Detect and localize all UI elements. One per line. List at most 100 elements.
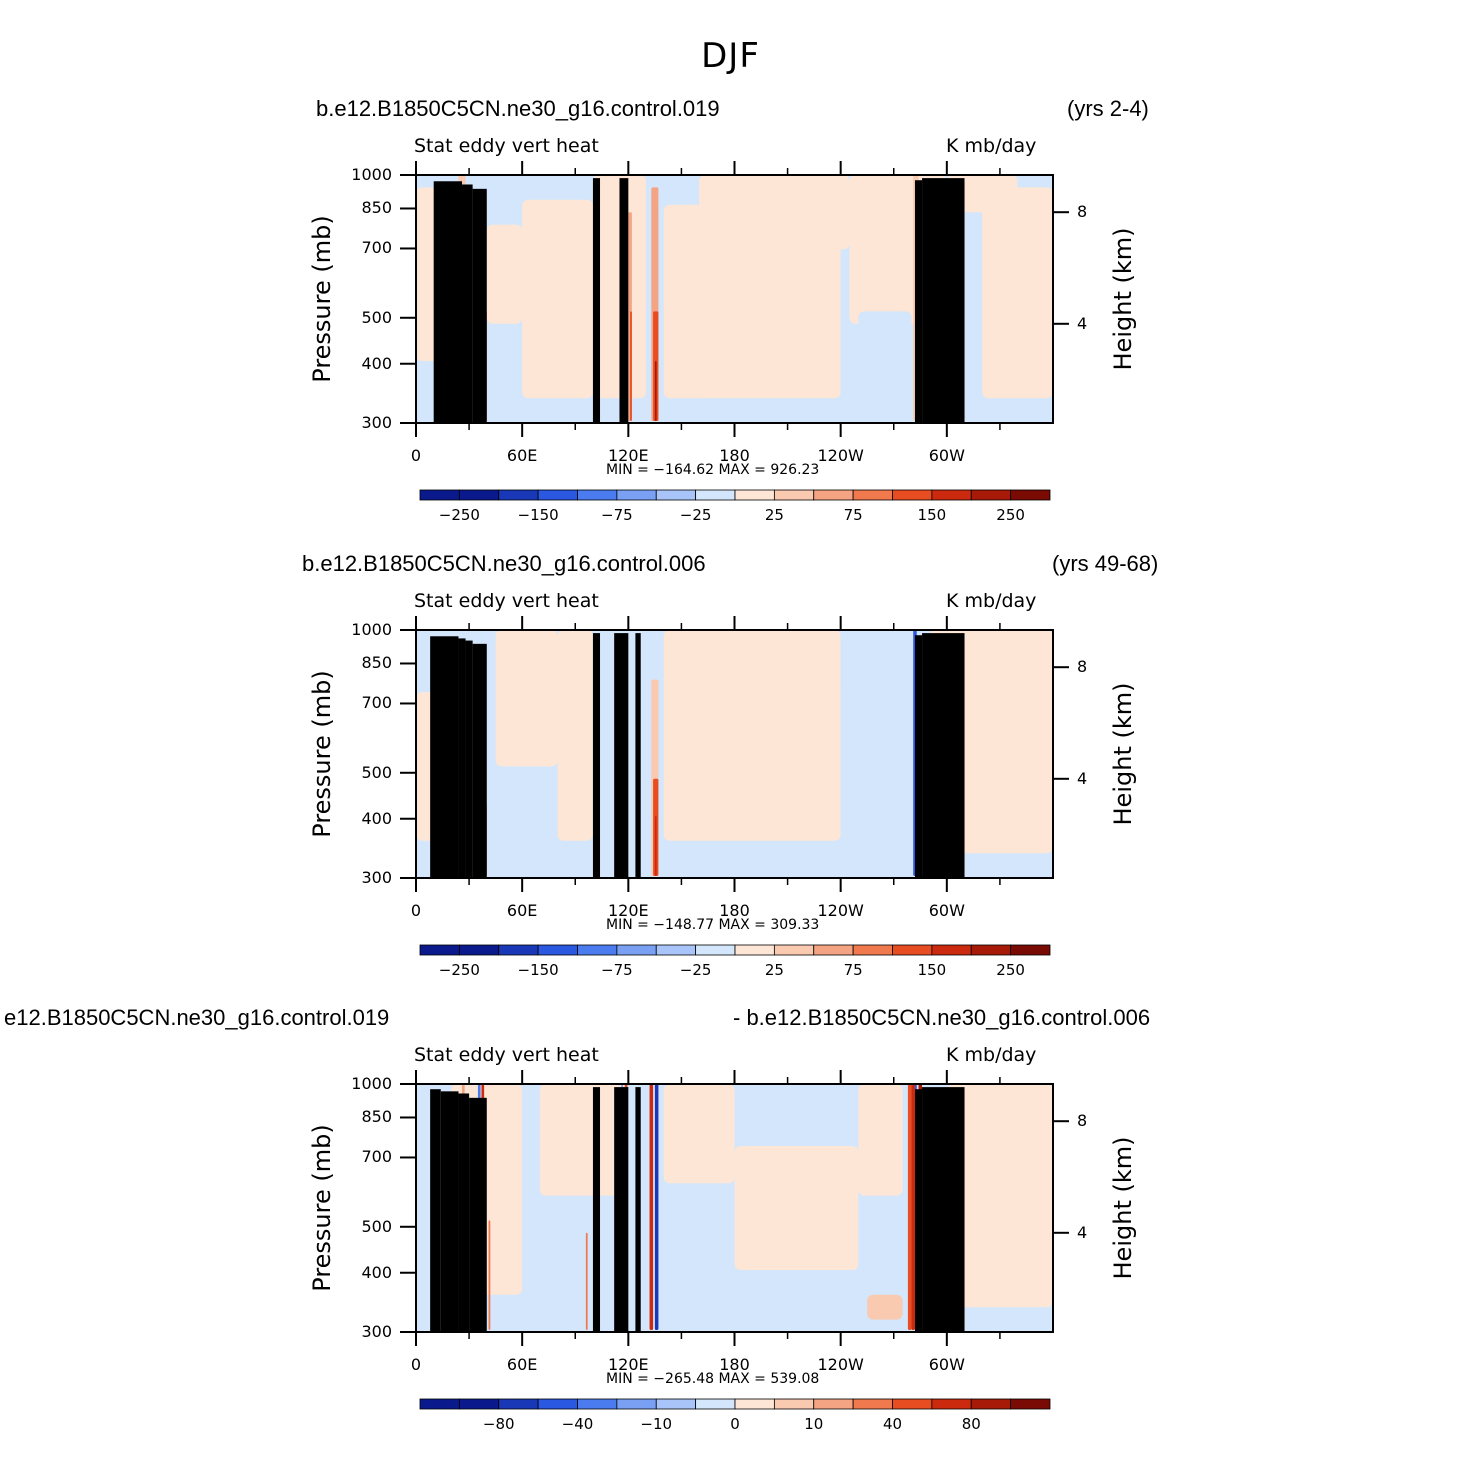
field-patch bbox=[982, 187, 1053, 399]
figure-title: DJF bbox=[701, 36, 760, 76]
variable-label: Stat eddy vert heat bbox=[414, 1044, 599, 1066]
height-tick-label: 8 bbox=[1077, 202, 1088, 222]
colorbar-label: 150 bbox=[917, 961, 947, 979]
field-streak bbox=[630, 311, 632, 421]
colorbar-box bbox=[695, 1398, 736, 1410]
colorbar-box bbox=[616, 1398, 657, 1410]
field-patch bbox=[557, 630, 593, 841]
pressure-tick-label: 1000 bbox=[351, 165, 392, 184]
colorbar-box bbox=[813, 1398, 854, 1410]
field-patch bbox=[522, 199, 593, 399]
topography-mask bbox=[472, 643, 487, 878]
case-title-left: b.e12.B1850C5CN.ne30_g16.control.006 bbox=[302, 551, 706, 576]
colorbar-label: −80 bbox=[482, 1415, 515, 1433]
topography-mask bbox=[465, 640, 473, 878]
pressure-tick-label: 700 bbox=[361, 693, 392, 713]
variable-label: Stat eddy vert heat bbox=[414, 135, 599, 157]
colorbar-label: 0 bbox=[730, 1415, 740, 1433]
case-title-right: (yrs 49-68) bbox=[1052, 551, 1159, 576]
field-patch bbox=[867, 1294, 903, 1320]
lon-tick-label: 180 bbox=[719, 901, 750, 920]
colorbar-label: −75 bbox=[601, 961, 633, 979]
lon-tick-label: 0 bbox=[410, 901, 422, 920]
pressure-tick-label: 400 bbox=[361, 808, 392, 828]
field-patch bbox=[486, 224, 523, 324]
topography-mask bbox=[462, 184, 473, 423]
pressure-tick-label: 700 bbox=[361, 1147, 392, 1167]
colorbar-box bbox=[655, 1398, 697, 1410]
lon-tick-label: 60W bbox=[928, 901, 965, 920]
colorbar-label: 250 bbox=[996, 961, 1025, 979]
topography-mask bbox=[635, 633, 641, 878]
case-title-left: e12.B1850C5CN.ne30_g16.control.019 bbox=[4, 1005, 390, 1030]
units-label: K mb/day bbox=[946, 1044, 1037, 1066]
field-patch bbox=[495, 630, 558, 767]
colorbar-label: −75 bbox=[601, 506, 633, 524]
pressure-tick-label: 400 bbox=[361, 353, 392, 373]
colorbar-box bbox=[852, 1398, 893, 1410]
field-patch bbox=[946, 1084, 1053, 1308]
topography-mask bbox=[592, 178, 601, 423]
pressure-tick-label: 500 bbox=[361, 1216, 392, 1236]
lon-tick-label: 120W bbox=[817, 901, 864, 920]
height-tick-label: 4 bbox=[1077, 1222, 1088, 1242]
pressure-tick-label: 850 bbox=[361, 653, 392, 673]
field-streak bbox=[654, 816, 657, 876]
case-title-left: b.e12.B1850C5CN.ne30_g16.control.019 bbox=[316, 96, 720, 121]
topography-mask bbox=[472, 188, 487, 423]
colorbar-box bbox=[773, 1398, 815, 1410]
colorbar-box bbox=[419, 1398, 460, 1410]
topography-mask bbox=[614, 1087, 629, 1332]
min-max-label: MIN = −164.62 MAX = 926.23 bbox=[606, 462, 820, 478]
colorbar-label: 75 bbox=[843, 506, 863, 524]
field-streak bbox=[488, 1220, 491, 1330]
field-patch bbox=[663, 1084, 735, 1184]
pressure-tick-label: 300 bbox=[361, 413, 392, 432]
colorbar-label: −150 bbox=[517, 506, 559, 524]
topography-mask bbox=[922, 1087, 965, 1332]
field-patch bbox=[858, 1084, 903, 1196]
lon-tick-label: 0 bbox=[410, 446, 422, 465]
topography-mask bbox=[914, 180, 923, 423]
field-patch bbox=[858, 311, 912, 386]
colorbar-box bbox=[537, 1398, 578, 1410]
colorbar-label: 25 bbox=[764, 961, 784, 979]
lon-tick-label: 0 bbox=[410, 1355, 422, 1374]
pressure-tick-label: 500 bbox=[361, 307, 392, 327]
colorbar-label: 150 bbox=[917, 506, 947, 524]
topography-mask bbox=[914, 635, 923, 878]
lon-tick-label: 180 bbox=[719, 446, 750, 465]
units-label: K mb/day bbox=[946, 135, 1037, 157]
variable-label: Stat eddy vert heat bbox=[414, 590, 599, 612]
field-streak bbox=[911, 1084, 915, 1330]
field-streak bbox=[649, 1084, 654, 1330]
colorbar-box bbox=[498, 1398, 539, 1410]
colorbar-box bbox=[931, 1398, 972, 1410]
field-patch bbox=[699, 398, 912, 423]
case-title-right: - b.e12.B1850C5CN.ne30_g16.control.006 bbox=[733, 1005, 1151, 1030]
lon-tick-label: 120E bbox=[608, 446, 649, 465]
topography-mask bbox=[433, 181, 463, 423]
pressure-tick-label: 400 bbox=[361, 1262, 392, 1282]
field-streak bbox=[654, 1084, 659, 1330]
height-tick-label: 4 bbox=[1077, 768, 1088, 788]
colorbar-box bbox=[458, 1398, 500, 1410]
colorbar-label: −250 bbox=[438, 961, 480, 979]
colorbar-label: 25 bbox=[764, 506, 784, 524]
topography-mask bbox=[458, 1093, 470, 1332]
colorbar-box bbox=[734, 1398, 775, 1410]
lon-tick-label: 60E bbox=[506, 901, 538, 920]
colorbar-box bbox=[1010, 489, 1051, 501]
topography-mask bbox=[458, 638, 466, 878]
lon-tick-label: 60E bbox=[506, 446, 538, 465]
field-streak bbox=[654, 361, 657, 421]
field-patch bbox=[646, 848, 912, 878]
field-patch bbox=[539, 1084, 629, 1196]
colorbar-box bbox=[892, 1398, 933, 1410]
colorbar-label: −25 bbox=[679, 506, 712, 524]
colorbar-box bbox=[1010, 1398, 1051, 1410]
topography-mask bbox=[914, 1089, 923, 1332]
field-patch bbox=[734, 1146, 859, 1270]
